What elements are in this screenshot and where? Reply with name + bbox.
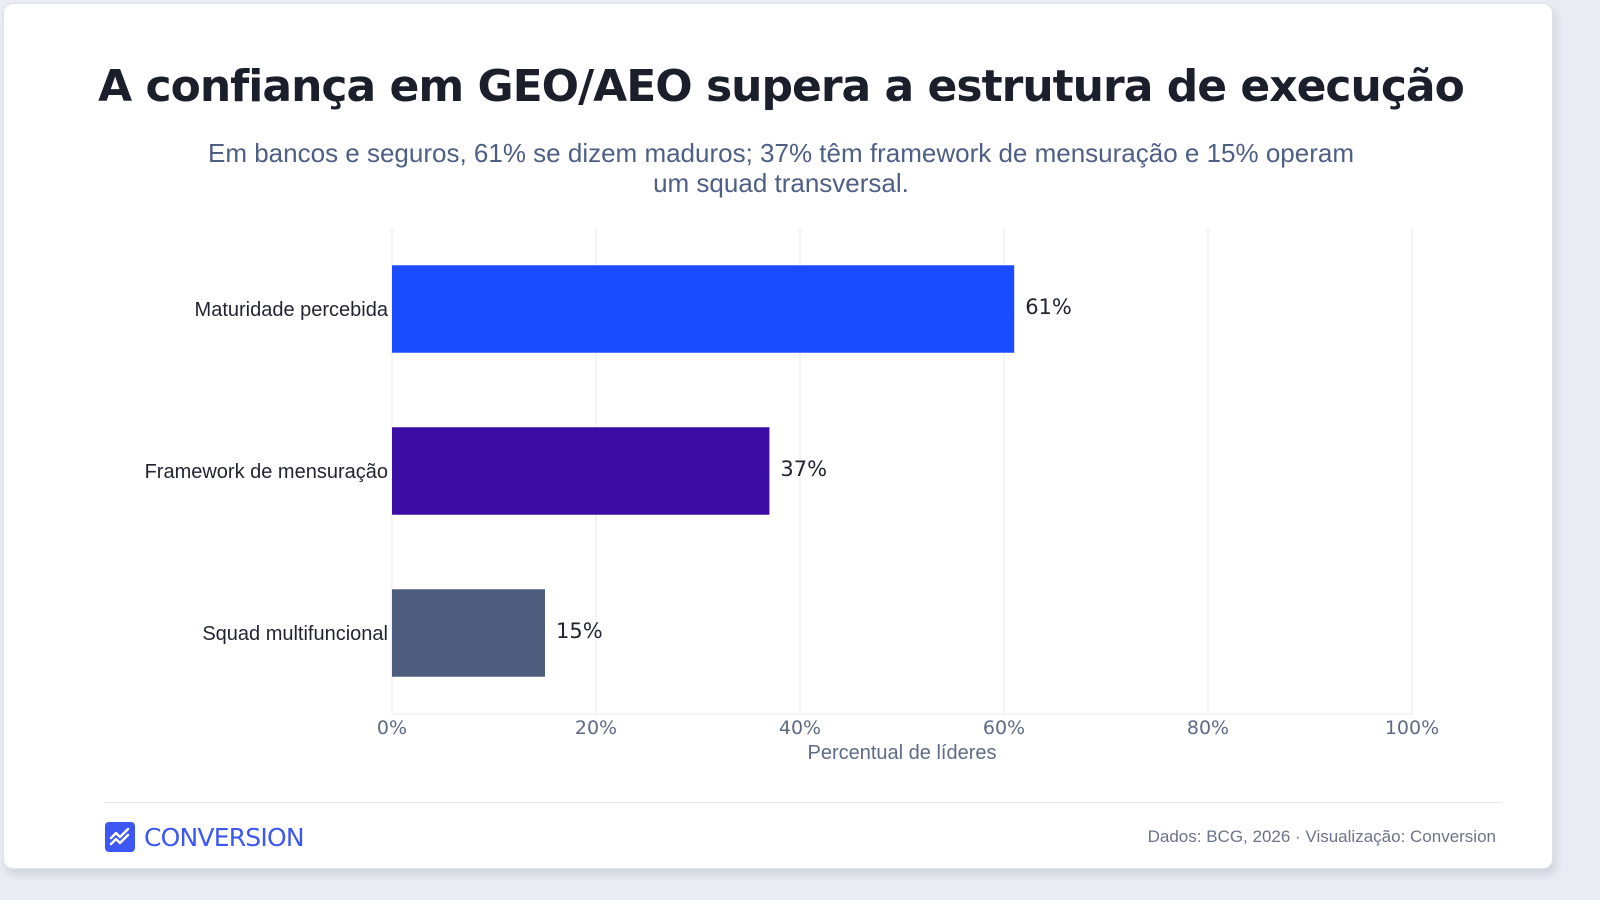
data-label-1: 37% [780,457,827,481]
chart-line-icon [105,822,135,852]
bar-2 [392,589,545,677]
chart-title: A confiança em GEO/AEO supera a estrutur… [98,61,1465,112]
category-label-0: Maturidade percebida [195,299,389,321]
x-tick-label-5: 100% [1385,717,1439,739]
category-label-1: Framework de mensuração [145,461,388,483]
x-tick-label-1: 20% [575,717,617,739]
bar-0 [392,265,1015,353]
x-tick-label-2: 40% [779,717,821,739]
brand-name: CONVERSION [144,822,305,852]
x-axis-title: Percentual de líderes [807,742,996,764]
source-credit: Dados: BCG, 2026 · Visualização: Convers… [1147,827,1496,846]
data-label-2: 15% [556,619,603,643]
chart-subtitle: Em bancos e seguros, 61% se dizem maduro… [208,138,1354,198]
category-label-2: Squad multifuncional [202,623,388,645]
chart-card: A confiança em GEO/AEO supera a estrutur… [3,3,1553,869]
brand-logo: CONVERSION [105,820,305,854]
bar-1 [392,427,770,515]
x-tick-label-0: 0% [377,717,407,739]
data-label-0: 61% [1025,295,1072,319]
footer-divider [104,802,1502,803]
x-tick-label-3: 60% [983,717,1025,739]
x-tick-label-4: 80% [1187,717,1229,739]
bar-chart: Maturidade percebida 61% Framework de mens… [145,228,1439,764]
